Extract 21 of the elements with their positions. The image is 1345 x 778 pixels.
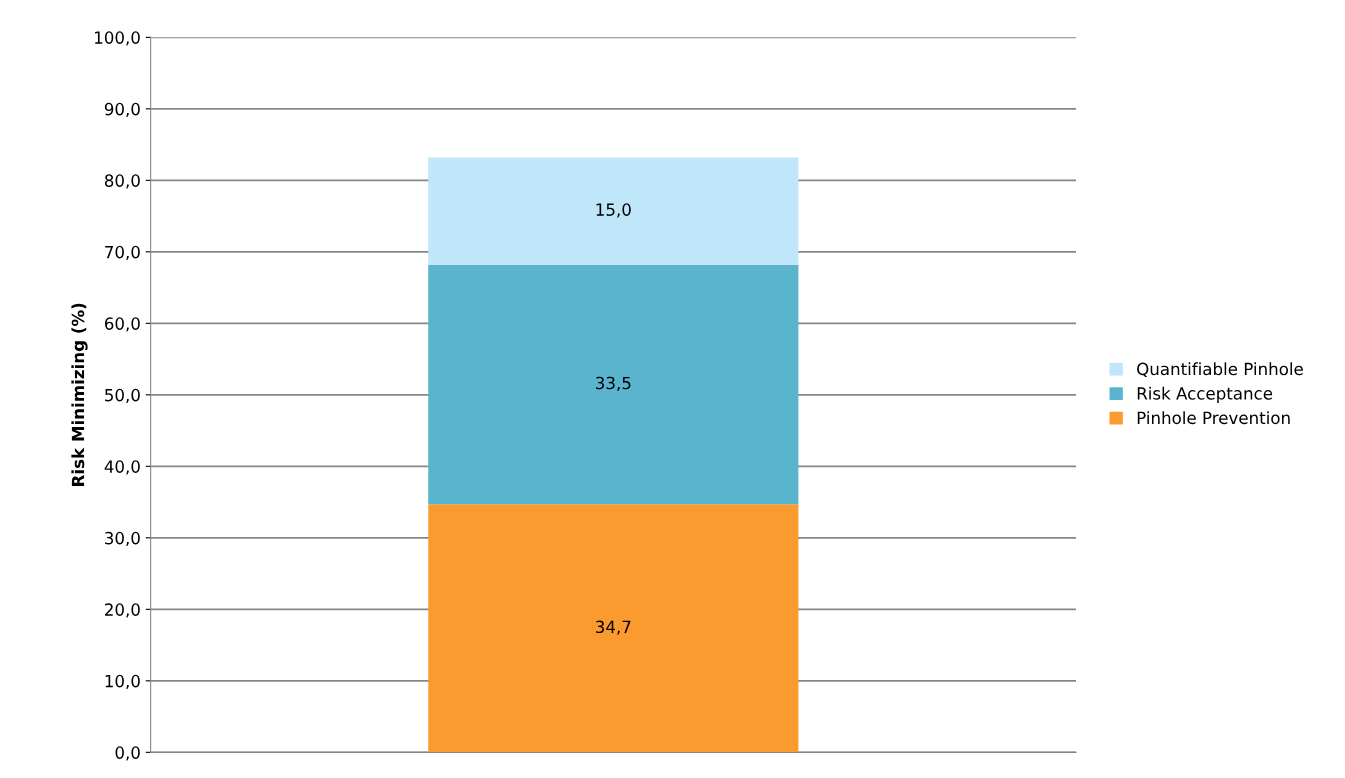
data-label: 33,5 xyxy=(596,376,631,391)
y-tick-label: 80,0 xyxy=(104,174,140,189)
y-tick-label: 60,0 xyxy=(104,317,140,332)
y-tick-label: 90,0 xyxy=(104,102,140,118)
y-tick-label: 50,0 xyxy=(105,388,140,404)
data-label: 34,7 xyxy=(596,620,631,635)
legend-label: Quantifiable Pinhole xyxy=(1137,362,1303,378)
bar xyxy=(428,157,799,265)
legend-label: Risk Acceptance xyxy=(1137,386,1273,403)
y-axis-title: Risk Minimizing (%) xyxy=(71,303,88,486)
bar xyxy=(428,504,799,753)
y-tick-label: 10,0 xyxy=(105,674,140,690)
data-label: 15,0 xyxy=(596,203,631,218)
y-tick-label: 100,0 xyxy=(95,31,140,46)
bar xyxy=(428,264,799,505)
y-tick-label: 30,0 xyxy=(105,531,140,547)
y-tick-label: 20,0 xyxy=(105,603,140,618)
y-tick-label: 40,0 xyxy=(104,460,140,475)
y-tick-label: 70,0 xyxy=(105,245,140,261)
legend-label: Pinhole Prevention xyxy=(1137,411,1290,425)
y-tick-label: 0,0 xyxy=(115,746,140,761)
